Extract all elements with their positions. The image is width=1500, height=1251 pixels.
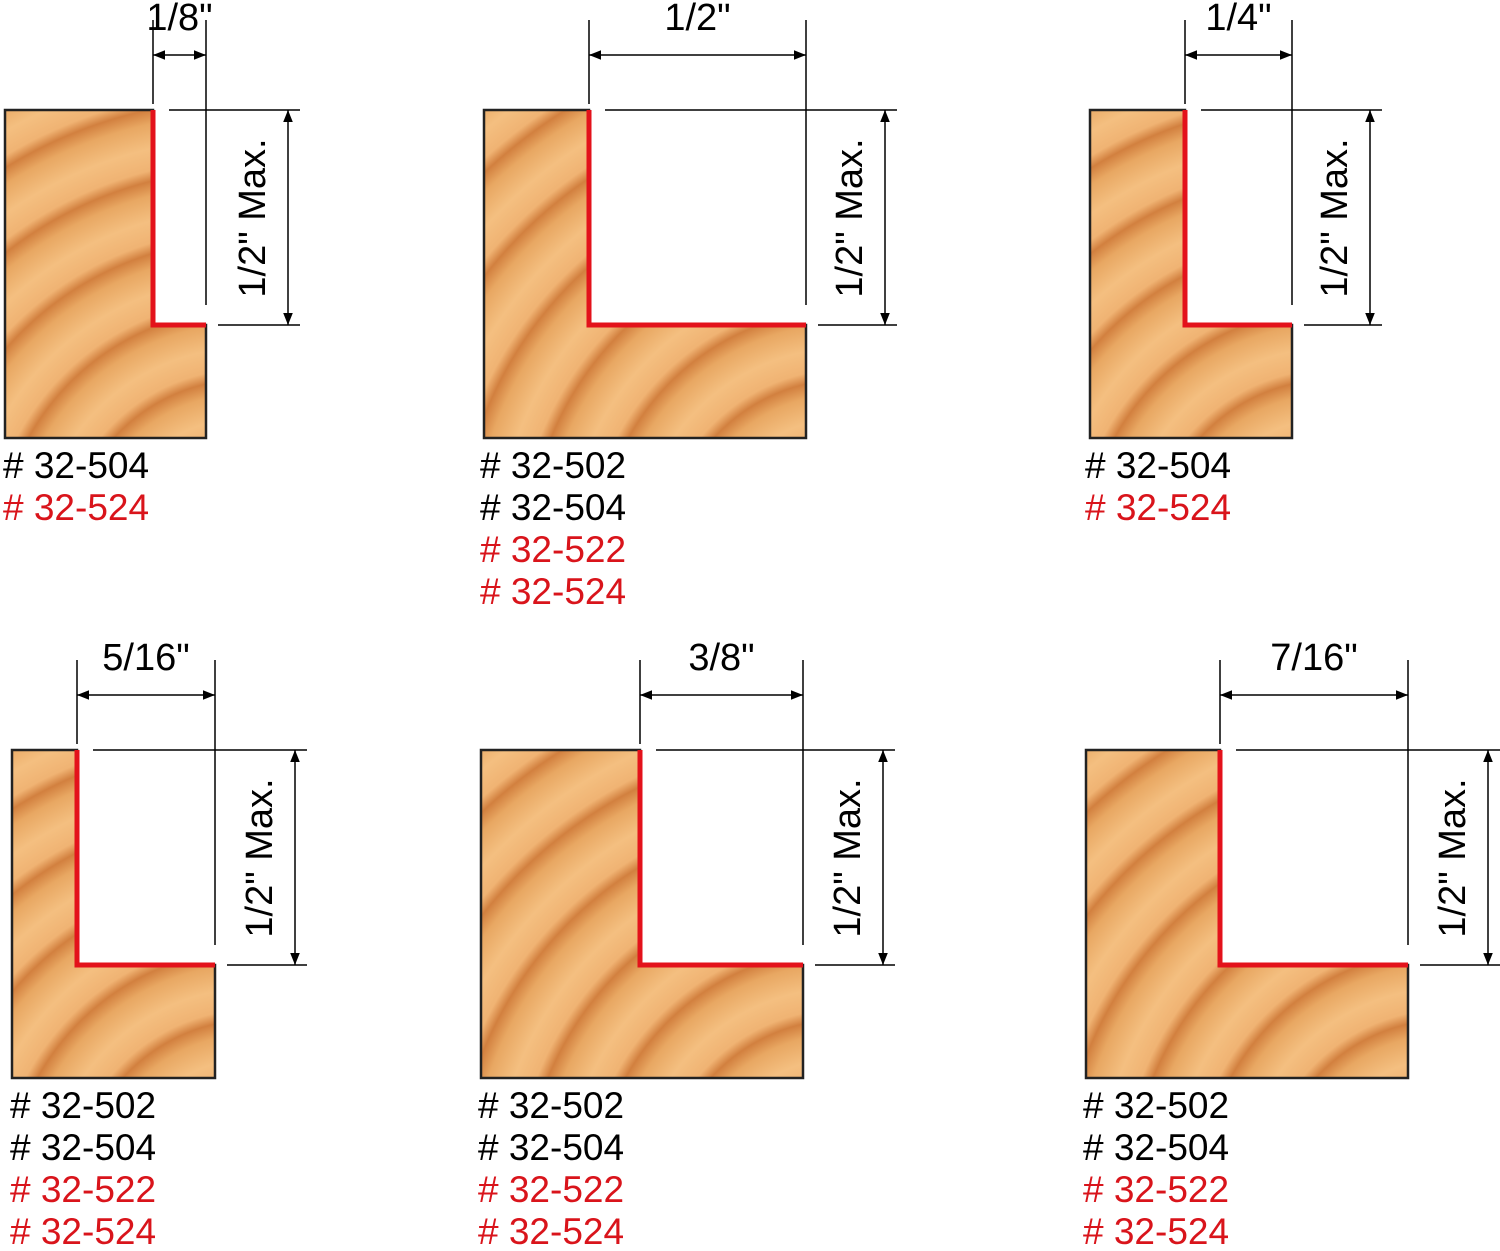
width-label: 3/8" xyxy=(688,637,754,679)
wood-block xyxy=(1088,108,1294,440)
part-number: # 32-504 xyxy=(3,445,149,486)
width-label: 1/8" xyxy=(146,0,212,39)
wood-block xyxy=(10,748,217,1080)
width-label: 1/2" xyxy=(664,0,730,39)
part-number: # 32-524 xyxy=(478,1211,624,1251)
part-number: # 32-502 xyxy=(480,445,626,486)
part-number: # 32-522 xyxy=(1083,1169,1229,1210)
cut-profile xyxy=(150,110,206,328)
panel: 5/16" 1/2" Max. # 32-502# 32-504# 32-522# … xyxy=(10,637,307,1251)
panel: 1/2" 1/2" Max. # 32-502# 32-504# 32-522# 3… xyxy=(480,0,897,612)
part-number: # 32-504 xyxy=(1085,445,1231,486)
cut-profile xyxy=(1182,110,1292,328)
part-number: # 32-504 xyxy=(478,1127,624,1168)
part-number: # 32-502 xyxy=(478,1085,624,1126)
wood-block xyxy=(3,108,208,440)
part-number: # 32-504 xyxy=(480,487,626,528)
part-number: # 32-504 xyxy=(1083,1127,1229,1168)
depth-label: 1/2" Max. xyxy=(1314,138,1356,297)
depth-label: 1/2" Max. xyxy=(232,138,274,297)
cut-profile xyxy=(586,110,806,328)
part-number: # 32-502 xyxy=(10,1085,156,1126)
cut-profile xyxy=(1217,750,1408,968)
part-number: # 32-524 xyxy=(10,1211,156,1251)
width-label: 1/4" xyxy=(1205,0,1271,39)
wood-block xyxy=(482,108,808,440)
part-number: # 32-502 xyxy=(1083,1085,1229,1126)
depth-label: 1/2" Max. xyxy=(239,778,281,937)
depth-label: 1/2" Max. xyxy=(1432,778,1474,937)
wood-block xyxy=(1084,748,1410,1080)
part-number: # 32-524 xyxy=(3,487,149,528)
part-number: # 32-522 xyxy=(480,529,626,570)
part-number: # 32-524 xyxy=(480,571,626,612)
cut-profile xyxy=(637,750,803,968)
depth-label: 1/2" Max. xyxy=(829,138,871,297)
part-number: # 32-522 xyxy=(478,1169,624,1210)
cut-profile xyxy=(74,750,215,968)
panel: 1/8" 1/2" Max. # 32-504# 32-524 xyxy=(3,0,300,528)
part-number: # 32-522 xyxy=(10,1169,156,1210)
panel: 7/16" 1/2" Max. # 32-502# 32-504# 32-522# … xyxy=(1083,637,1500,1251)
part-number: # 32-504 xyxy=(10,1127,156,1168)
panel: 3/8" 1/2" Max. # 32-502# 32-504# 32-522# 3… xyxy=(478,637,895,1251)
part-number: # 32-524 xyxy=(1085,487,1231,528)
width-label: 5/16" xyxy=(102,637,189,679)
width-label: 7/16" xyxy=(1270,637,1357,679)
depth-label: 1/2" Max. xyxy=(827,778,869,937)
part-number: # 32-524 xyxy=(1083,1211,1229,1251)
panel: 1/4" 1/2" Max. # 32-504# 32-524 xyxy=(1085,0,1382,528)
